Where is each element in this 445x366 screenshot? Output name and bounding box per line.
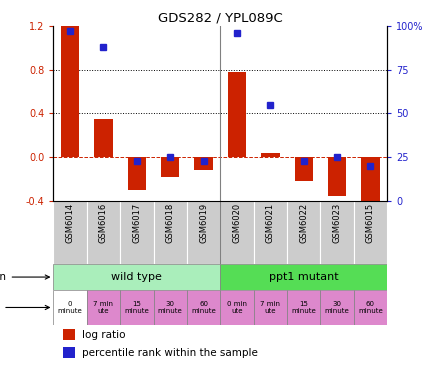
FancyBboxPatch shape: [287, 201, 320, 264]
FancyBboxPatch shape: [320, 290, 354, 325]
FancyBboxPatch shape: [187, 290, 220, 325]
FancyBboxPatch shape: [254, 201, 287, 264]
FancyBboxPatch shape: [354, 201, 387, 264]
Bar: [61, 26, 79, 157]
Text: GSM6019: GSM6019: [199, 203, 208, 243]
Text: 30
minute: 30 minute: [325, 301, 349, 314]
Text: GSM6018: GSM6018: [166, 203, 175, 243]
FancyBboxPatch shape: [120, 290, 154, 325]
Text: GSM6015: GSM6015: [366, 203, 375, 243]
Text: GSM6017: GSM6017: [132, 203, 142, 243]
Text: ppt1 mutant: ppt1 mutant: [269, 272, 339, 282]
Text: 60
minute: 60 minute: [358, 301, 383, 314]
Text: 0
minute: 0 minute: [58, 301, 82, 314]
Bar: [261, 153, 279, 157]
Text: strain: strain: [0, 272, 49, 282]
FancyBboxPatch shape: [220, 201, 254, 264]
FancyBboxPatch shape: [220, 290, 254, 325]
Text: 0 min
ute: 0 min ute: [227, 301, 247, 314]
FancyBboxPatch shape: [154, 290, 187, 325]
Text: time: time: [0, 302, 49, 313]
FancyBboxPatch shape: [354, 290, 387, 325]
FancyBboxPatch shape: [154, 201, 187, 264]
FancyBboxPatch shape: [320, 201, 354, 264]
Bar: [63, 329, 75, 340]
FancyBboxPatch shape: [187, 201, 220, 264]
Bar: [94, 119, 113, 157]
Text: GSM6020: GSM6020: [232, 203, 242, 243]
FancyBboxPatch shape: [53, 264, 220, 290]
Text: 15
minute: 15 minute: [125, 301, 149, 314]
Text: wild type: wild type: [111, 272, 162, 282]
Bar: [194, 157, 213, 171]
Text: percentile rank within the sample: percentile rank within the sample: [82, 348, 258, 358]
FancyBboxPatch shape: [53, 290, 87, 325]
FancyBboxPatch shape: [287, 290, 320, 325]
Title: GDS282 / YPL089C: GDS282 / YPL089C: [158, 11, 283, 25]
FancyBboxPatch shape: [87, 201, 120, 264]
Text: 15
minute: 15 minute: [291, 301, 316, 314]
Bar: [228, 72, 246, 157]
FancyBboxPatch shape: [220, 264, 387, 290]
Text: GSM6022: GSM6022: [299, 203, 308, 243]
Text: 60
minute: 60 minute: [191, 301, 216, 314]
FancyBboxPatch shape: [120, 201, 154, 264]
Text: 30
minute: 30 minute: [158, 301, 182, 314]
Text: 7 min
ute: 7 min ute: [93, 301, 113, 314]
Text: GSM6014: GSM6014: [65, 203, 75, 243]
FancyBboxPatch shape: [87, 290, 120, 325]
Bar: [328, 157, 346, 196]
Bar: [361, 157, 380, 207]
FancyBboxPatch shape: [53, 201, 87, 264]
Text: GSM6021: GSM6021: [266, 203, 275, 243]
Bar: [295, 157, 313, 182]
Bar: [161, 157, 179, 177]
Text: log ratio: log ratio: [82, 330, 125, 340]
Text: GSM6016: GSM6016: [99, 203, 108, 243]
FancyBboxPatch shape: [254, 290, 287, 325]
Bar: [128, 157, 146, 190]
Bar: [63, 347, 75, 358]
Text: GSM6023: GSM6023: [332, 203, 342, 243]
Text: 7 min
ute: 7 min ute: [260, 301, 280, 314]
